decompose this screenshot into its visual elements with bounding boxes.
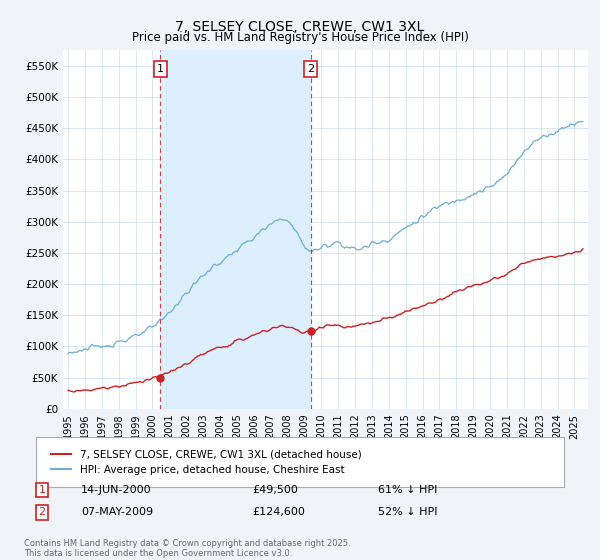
Text: 2: 2	[38, 507, 46, 517]
Text: 07-MAY-2009: 07-MAY-2009	[81, 507, 153, 517]
Text: 14-JUN-2000: 14-JUN-2000	[81, 485, 152, 495]
Text: £49,500: £49,500	[252, 485, 298, 495]
Bar	[160, 50, 311, 409]
Text: 1: 1	[157, 64, 164, 74]
Text: Price paid vs. HM Land Registry's House Price Index (HPI): Price paid vs. HM Land Registry's House …	[131, 31, 469, 44]
Text: 1: 1	[38, 485, 46, 495]
Text: 2: 2	[307, 64, 314, 74]
Text: 52% ↓ HPI: 52% ↓ HPI	[378, 507, 437, 517]
Legend: 7, SELSEY CLOSE, CREWE, CW1 3XL (detached house), HPI: Average price, detached h: 7, SELSEY CLOSE, CREWE, CW1 3XL (detache…	[46, 445, 366, 479]
Text: £124,600: £124,600	[252, 507, 305, 517]
Text: 7, SELSEY CLOSE, CREWE, CW1 3XL: 7, SELSEY CLOSE, CREWE, CW1 3XL	[175, 20, 425, 34]
Text: 61% ↓ HPI: 61% ↓ HPI	[378, 485, 437, 495]
Text: Contains HM Land Registry data © Crown copyright and database right 2025.
This d: Contains HM Land Registry data © Crown c…	[24, 539, 350, 558]
